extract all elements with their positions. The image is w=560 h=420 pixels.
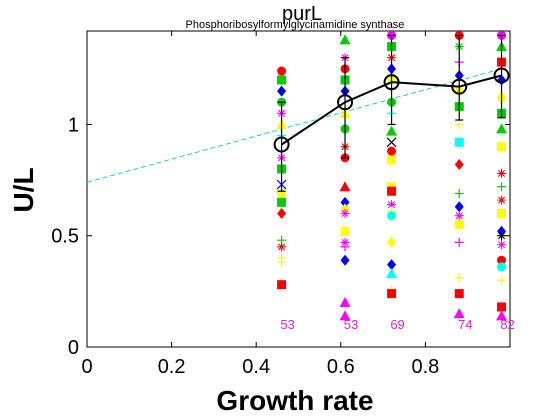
scatter-point [340, 226, 350, 236]
y-tick-label: 1 [68, 114, 79, 136]
x-tick-label: 0.6 [327, 356, 355, 378]
mean-point [493, 67, 510, 84]
x-tick-label: 0.8 [411, 356, 439, 378]
scatter-point [454, 289, 464, 299]
scatter-point [387, 259, 397, 271]
count-label: 53 [280, 317, 294, 332]
scatter-point [340, 196, 350, 208]
scatter-point [454, 220, 464, 230]
scatter-point [454, 188, 464, 198]
scatter-point [497, 240, 507, 250]
plot-area [86, 30, 511, 348]
x-tick-label: 0 [81, 356, 92, 378]
scatter-point [454, 201, 464, 213]
scatter-point [497, 142, 507, 152]
scatter-point [339, 310, 351, 321]
scatter-point [386, 137, 397, 148]
scatter-point [497, 275, 507, 285]
count-label: 74 [458, 317, 472, 332]
scatter-point [454, 211, 464, 221]
x-axis-title: Growth rate [216, 385, 373, 416]
scatter-point [497, 262, 507, 272]
scatter-point [497, 182, 507, 192]
scatter-point [386, 125, 398, 136]
scatter-point [497, 168, 507, 178]
scatter-point [454, 273, 464, 283]
scatter-point [387, 236, 397, 248]
scatter-point [454, 237, 464, 247]
scatter-point [497, 302, 507, 312]
scatter-point [339, 34, 351, 45]
count-label: 82 [500, 317, 514, 332]
scatter-point [340, 242, 350, 252]
mean-line [281, 74, 502, 146]
scatter-point [496, 123, 508, 134]
y-tick-label: 0 [68, 337, 79, 359]
chart-subtitle: Phosphoribosylformylglycinamidine syntha… [186, 19, 405, 31]
scatter-point [277, 85, 287, 97]
scatter-point [497, 208, 507, 218]
scatter-point [497, 195, 507, 205]
scatter-point [387, 289, 397, 299]
mean-point [383, 74, 400, 91]
x-tick-label: 0.4 [242, 356, 270, 378]
scatter-point [454, 119, 464, 129]
y-tick-label: 0.5 [51, 226, 79, 248]
scatter-point [387, 186, 397, 196]
scatter-point [453, 308, 465, 319]
mean-point [273, 136, 290, 153]
scatter-point [387, 155, 397, 165]
scatter-point [277, 75, 287, 85]
scatter-point [454, 137, 464, 147]
scatter-point [340, 254, 350, 266]
scatter-point [497, 255, 507, 265]
scatter-point [387, 200, 397, 210]
scatter-point [387, 211, 397, 221]
scatter-point [340, 208, 350, 218]
scatter-point [277, 242, 287, 252]
scatter-point [277, 207, 287, 219]
chart-title: purL [282, 3, 322, 25]
scatter-point [386, 268, 398, 279]
scatter-point [339, 181, 351, 192]
scatter-point [277, 280, 287, 290]
mean-point [451, 78, 468, 95]
mean-point [337, 94, 354, 111]
x-tick-label: 0.2 [158, 356, 186, 378]
scatter-point [277, 66, 287, 76]
scatter-point [497, 231, 507, 241]
scatter-point [277, 197, 287, 207]
scatter-point [387, 146, 397, 156]
count-label: 69 [390, 317, 404, 332]
count-label: 53 [344, 317, 358, 332]
scatter-point [454, 159, 464, 171]
y-axis-title: U/L [8, 167, 39, 212]
scatter-point [496, 310, 508, 321]
scatter-point [339, 296, 351, 307]
scatter-point [277, 257, 287, 267]
